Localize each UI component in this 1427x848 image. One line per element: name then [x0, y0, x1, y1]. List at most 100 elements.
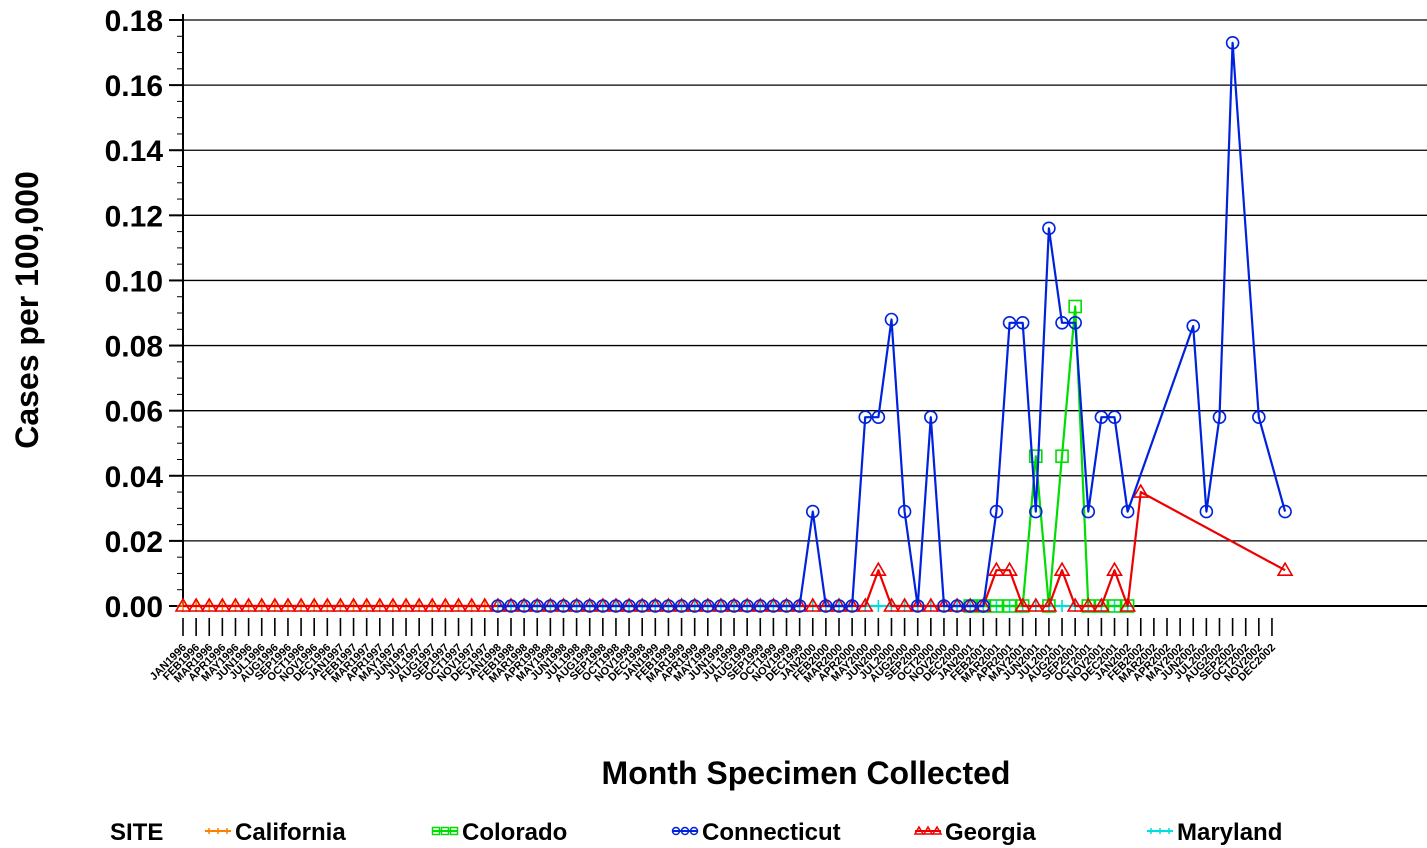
data-point: [227, 597, 244, 612]
data-point: [950, 599, 964, 613]
data-point: [1120, 504, 1135, 519]
data-point: [922, 597, 940, 612]
data-point: [397, 597, 415, 612]
data-point: [371, 597, 389, 612]
data-point: [896, 597, 913, 612]
data-point: [1015, 315, 1030, 330]
data-point: [423, 597, 441, 612]
data-point: [1079, 597, 1097, 612]
data-point: [700, 599, 715, 613]
data-point: [727, 599, 741, 613]
data-point: [805, 504, 820, 519]
data-point: [543, 599, 558, 613]
series-line: [183, 491, 1286, 608]
x-axis-title: Month Specimen Collected: [602, 755, 1011, 791]
legend-item-colorado: Colorado: [431, 819, 567, 846]
legend-marker: [671, 826, 681, 836]
legend-item-california: California: [205, 819, 346, 846]
data-point: [1107, 410, 1122, 424]
data-point: [305, 597, 323, 612]
legend-marker: [680, 826, 690, 836]
data-point: [1029, 449, 1043, 464]
data-point: [1029, 504, 1043, 519]
data-point: [476, 597, 494, 612]
data-point: [714, 599, 728, 613]
data-point: [766, 599, 781, 613]
data-point: [556, 599, 571, 613]
legend-marker: [689, 826, 699, 836]
legend-label: Maryland: [1177, 819, 1282, 846]
data-point: [1107, 599, 1122, 613]
data-point: [779, 599, 794, 613]
y-axis: 0.00 0.02 0.04 0.06 0.08 0.10 0.12 0.14 0.16 0.18: [105, 5, 1427, 624]
data-point: [819, 599, 833, 613]
data-point: [1055, 315, 1069, 330]
data-point: [924, 410, 938, 424]
y-tick-label: 0.02: [105, 526, 163, 559]
data-point: [332, 597, 349, 612]
data-point: [963, 599, 978, 613]
data-point: [279, 597, 297, 612]
data-point: [213, 597, 231, 612]
data-point: [1252, 410, 1266, 424]
legend-label: Georgia: [945, 819, 1036, 846]
legend-marker: [206, 828, 212, 834]
data-point: [569, 599, 584, 613]
data-point: [266, 597, 284, 612]
data-point: [1093, 597, 1110, 612]
data-point: [1186, 319, 1201, 333]
legend-marker: [449, 826, 459, 836]
data-point: [463, 597, 481, 612]
y-tick-label: 0.08: [105, 331, 163, 364]
data-point: [1276, 561, 1294, 576]
legend: SITE California Colorado Connecticut Georgi…: [110, 819, 1282, 846]
series-line: [970, 305, 1128, 608]
data-point: [909, 597, 927, 612]
data-point: [530, 599, 545, 613]
x-axis: JAN1996FEB1996MAR1996APR1996MAY1996JUN19…: [148, 618, 1278, 685]
data-point: [318, 597, 336, 612]
legend-label: California: [235, 819, 346, 846]
data-point: [596, 599, 610, 613]
legend-item-maryland: Maryland: [1147, 819, 1282, 846]
data-point: [1068, 315, 1082, 330]
y-axis-title: Cases per 100,000: [9, 171, 45, 449]
legend-marker: [1148, 828, 1154, 834]
data-point: [792, 599, 807, 613]
legend-item-georgia: Georgia: [913, 819, 1036, 846]
data-point: [988, 561, 1005, 576]
data-point: [437, 597, 454, 612]
y-tick-label: 0.18: [105, 5, 163, 38]
data-point: [740, 599, 754, 613]
data-point: [687, 599, 702, 613]
data-point: [345, 597, 362, 612]
data-point: [1002, 599, 1017, 613]
data-point: [1027, 597, 1045, 612]
data-point: [358, 597, 376, 612]
data-point: [661, 599, 676, 613]
data-point: [674, 599, 689, 613]
data-point: [582, 599, 597, 613]
data-point: [1066, 597, 1084, 612]
data-point: [292, 597, 310, 612]
data-point: [200, 597, 218, 612]
data-point: [989, 504, 1004, 519]
data-point: [1132, 483, 1150, 498]
data-point: [1106, 561, 1123, 576]
data-point: [883, 597, 900, 612]
series-connecticut: [491, 35, 1292, 613]
data-point: [845, 599, 859, 613]
data-point: [910, 599, 925, 613]
data-point: [856, 597, 874, 612]
y-tick-label: 0.10: [105, 265, 163, 298]
legend-marker: [431, 826, 441, 836]
legend-label: Connecticut: [702, 819, 841, 846]
data-point: [1119, 597, 1137, 612]
gridlines: [178, 19, 1427, 542]
legend-marker: [931, 825, 943, 835]
data-point: [753, 599, 768, 613]
data-point: [1212, 410, 1227, 424]
data-point: [989, 599, 1004, 613]
data-point: [1199, 504, 1214, 519]
